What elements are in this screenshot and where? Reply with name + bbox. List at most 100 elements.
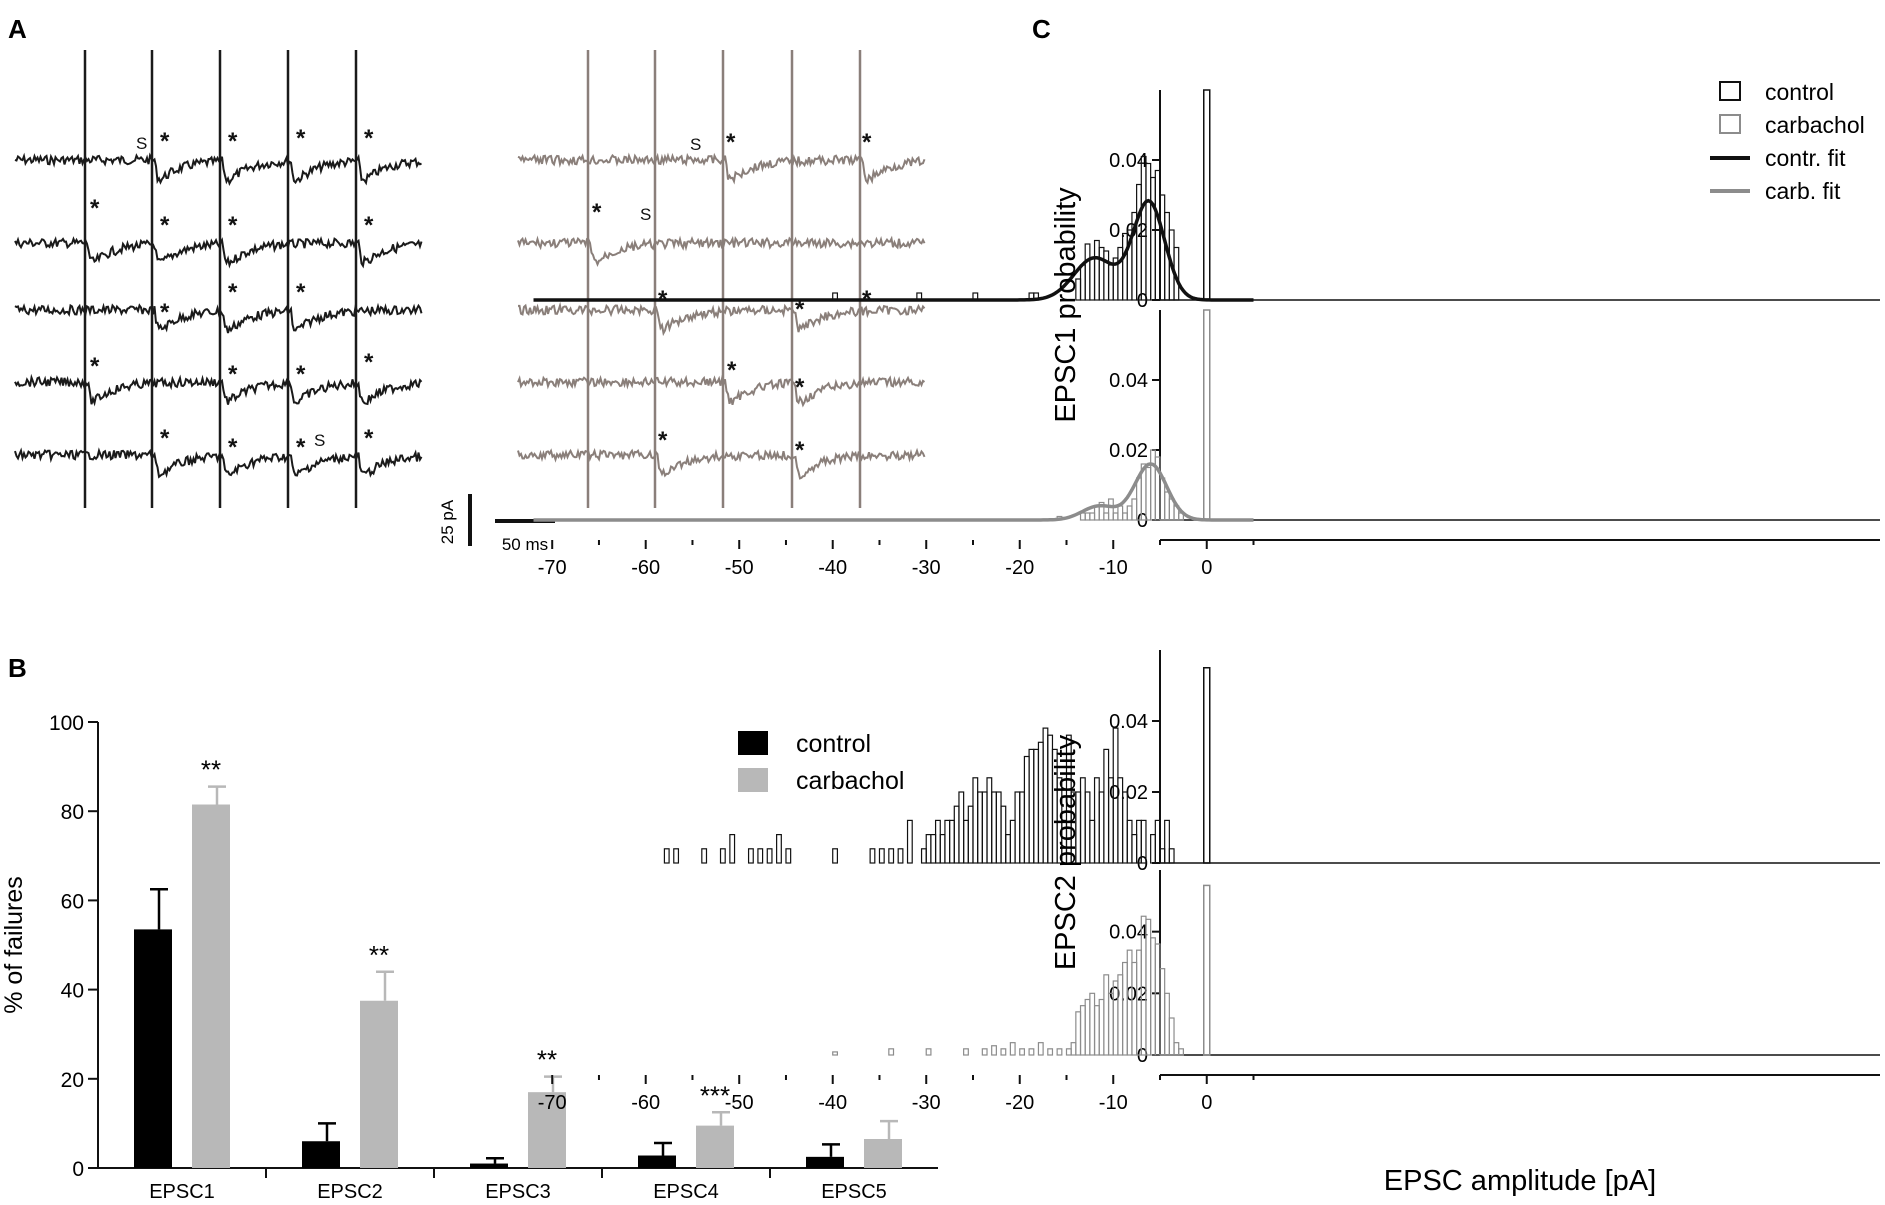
panel-b-bar-chart: 0 20 40 60 80 100 % of failures EPSC1 ** EPSC2 ** E… xyxy=(0,712,938,1203)
event-marker: * xyxy=(160,299,170,326)
hist-bar-carbachol xyxy=(1103,974,1110,1056)
hist-bar-control xyxy=(963,819,969,864)
hist-bar-control xyxy=(986,777,993,864)
panel-label-b: B xyxy=(8,653,27,683)
y-tick-label: 0.04 xyxy=(1109,922,1148,944)
y-tick-label: 80 xyxy=(61,801,84,824)
hist-bar-carbachol xyxy=(1117,505,1124,521)
event-marker: * xyxy=(727,357,737,384)
event-marker: * xyxy=(658,427,668,454)
hist-bar-carbachol xyxy=(1121,961,1128,1056)
hist-bar-carbachol-zero xyxy=(1203,309,1211,521)
x-tick-label: -60 xyxy=(631,557,660,579)
bar-carbachol-epsc3 xyxy=(528,1092,566,1168)
scale-bar-x-label: 50 ms xyxy=(502,535,548,554)
hist-bar-control xyxy=(878,848,885,864)
y-tick-label: 0.02 xyxy=(1109,220,1148,242)
event-marker: * xyxy=(862,129,872,156)
bar-carbachol-epsc4 xyxy=(696,1125,734,1168)
event-marker: * xyxy=(726,129,736,156)
bar-carbachol-epsc2 xyxy=(360,1000,398,1168)
hist-bar-control xyxy=(1042,727,1049,864)
x-tick-label: -30 xyxy=(912,1092,941,1114)
x-tick-label: 0 xyxy=(1201,557,1212,579)
hist-bar-carbachol xyxy=(1075,1011,1082,1056)
x-tick-label: -50 xyxy=(725,1092,754,1114)
hist-bar-control xyxy=(1121,232,1128,301)
x-tick-label: -60 xyxy=(631,1092,660,1114)
hist-bar-carbachol xyxy=(888,1048,895,1056)
hist-bar-control xyxy=(776,833,782,864)
event-marker: * xyxy=(90,195,100,222)
hist-bar-control xyxy=(1037,741,1044,864)
bar-control-epsc4 xyxy=(638,1155,676,1168)
control-block xyxy=(14,50,423,508)
hist-bar-carbachol xyxy=(1089,512,1096,521)
hist-bar-control xyxy=(766,848,773,864)
x-tick-label: EPSC2 xyxy=(317,1181,383,1203)
y-tick-label: 60 xyxy=(61,890,84,913)
hist-bar-control xyxy=(1009,819,1016,864)
significance-marker: *** xyxy=(700,1080,730,1110)
event-marker: * xyxy=(364,125,374,152)
hist-bar-carbachol xyxy=(1047,1048,1054,1056)
hist-bar-carbachol xyxy=(1037,1042,1044,1056)
hist-bar-carbachol xyxy=(1084,998,1091,1056)
hist-bar-carbachol xyxy=(1070,1042,1077,1056)
hist-bar-carbachol xyxy=(1079,1005,1086,1056)
hist-bar-carbachol xyxy=(1103,512,1110,521)
hist-bar-control-zero xyxy=(1203,667,1211,864)
carbachol-sweep-trace xyxy=(517,152,926,185)
hist-bar-carbachol xyxy=(1164,491,1170,521)
hist-bar-carbachol xyxy=(1126,505,1133,521)
hist-bar-carbachol-zero xyxy=(1203,884,1211,1056)
hist-bar-carbachol xyxy=(991,1045,997,1056)
carbachol-sweep-trace xyxy=(517,447,926,480)
hist-bar-control xyxy=(1084,791,1091,864)
hist-bar-control xyxy=(1075,278,1082,301)
y-axis-label: % of failures xyxy=(0,876,28,1014)
hist-bar-carbachol xyxy=(1107,498,1114,521)
hist-bar-control xyxy=(1005,833,1011,864)
event-marker: * xyxy=(795,437,805,464)
hist-bar-carbachol xyxy=(1084,512,1091,521)
significance-marker: ** xyxy=(201,755,221,785)
panel-label-a: A xyxy=(8,14,27,44)
event-marker: * xyxy=(364,425,374,452)
bar-control-epsc2 xyxy=(302,1141,340,1168)
hist-bar-carbachol xyxy=(1164,992,1170,1056)
legend-swatch-control xyxy=(738,731,768,755)
x-tick-label: EPSC3 xyxy=(485,1181,551,1203)
hist-bar-control xyxy=(995,791,1002,864)
legend-label-control: control xyxy=(1765,79,1834,105)
legend-label-control: control xyxy=(796,730,871,758)
hist-bar-control xyxy=(1103,748,1110,864)
hist-bar-carbachol xyxy=(1009,1042,1016,1056)
event-marker: * xyxy=(228,128,238,155)
event-marker: * xyxy=(296,434,306,461)
event-marker: * xyxy=(228,361,238,388)
hist-bar-carbachol xyxy=(1056,1048,1063,1056)
hist-bar-control xyxy=(925,833,932,864)
legend-label-carb-fit: carb. fit xyxy=(1765,178,1841,204)
x-tick-label: -40 xyxy=(818,1092,847,1114)
significance-marker: ** xyxy=(369,940,389,970)
x-tick-label: -20 xyxy=(1005,557,1034,579)
x-tick-label: -10 xyxy=(1099,1092,1128,1114)
fit-curve-carbachol xyxy=(533,462,1254,522)
event-marker: * xyxy=(296,361,306,388)
control-sweep-trace xyxy=(14,152,422,187)
event-marker: * xyxy=(160,212,170,239)
y-tick-label: 0.04 xyxy=(1109,150,1148,172)
hist-bar-carbachol xyxy=(1089,992,1096,1056)
y-tick-label: 100 xyxy=(49,712,84,735)
event-marker: S xyxy=(690,135,701,154)
panel-label-c: C xyxy=(1032,14,1051,44)
hist-bar-carbachol xyxy=(1065,1048,1072,1056)
significance-marker: ** xyxy=(537,1045,557,1075)
hist-bar-control xyxy=(1117,246,1124,301)
x-tick-label: EPSC5 xyxy=(821,1181,887,1203)
y-tick-label: 0.04 xyxy=(1109,370,1148,392)
event-marker: * xyxy=(160,128,170,155)
hist-bar-control xyxy=(663,848,670,864)
